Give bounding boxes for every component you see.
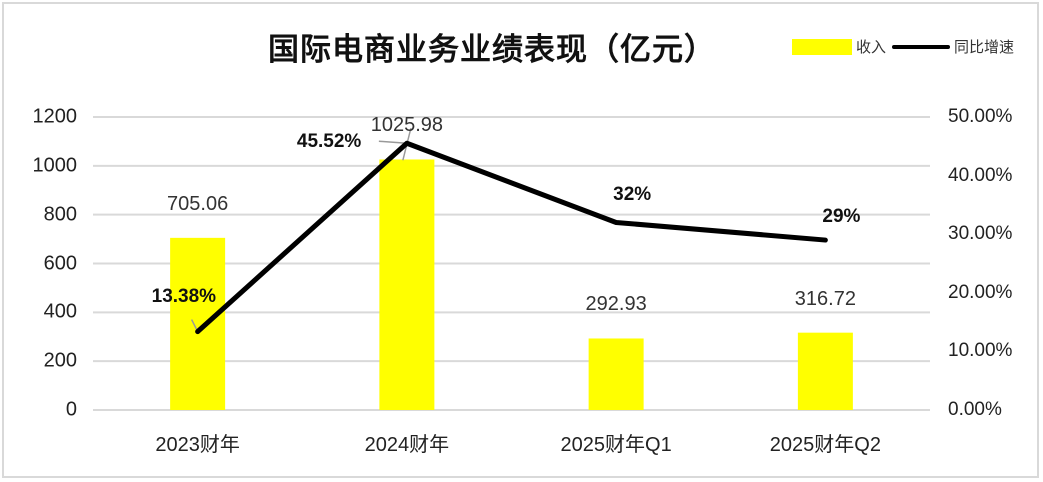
x-tick: 2024财年: [364, 434, 450, 456]
x-tick: 2025财年Q1: [560, 434, 672, 456]
y-left-tick: 0: [65, 398, 77, 421]
legend-line-label: 同比增速: [954, 39, 1015, 56]
bar-value-label: 705.06: [167, 192, 229, 215]
legend-bar-swatch-icon: [792, 38, 852, 55]
growth-value-label: 45.52%: [296, 131, 362, 153]
revenue-bar: [588, 338, 644, 410]
x-tick: 2025财年Q2: [769, 434, 881, 456]
y-right-tick: 0.00%: [948, 399, 1002, 420]
gridlines: [93, 116, 930, 411]
revenue-bar: [170, 237, 226, 410]
legend: 收入 同比增速: [792, 36, 1014, 57]
revenue-bar: [797, 332, 853, 410]
y-right-tick: 40.00%: [948, 164, 1013, 186]
growth-value-label: 29%: [822, 206, 861, 228]
leader-line: [378, 140, 407, 145]
y-left-tick: 800: [43, 203, 77, 226]
y-left-tick: 1000: [32, 154, 78, 177]
bar-value-label: 292.93: [585, 293, 647, 316]
growth-line: [190, 128, 828, 335]
legend-bar-label: 收入: [856, 39, 887, 56]
legend-line-swatch-icon: [892, 44, 951, 49]
y-right-tick: 50.00%: [948, 106, 1013, 127]
revenue-bar: [379, 159, 435, 410]
y-right-tick: 30.00%: [948, 223, 1013, 245]
y-right-tick: 20.00%: [948, 281, 1013, 303]
bars: [170, 159, 853, 410]
y-left-tick: 600: [43, 252, 77, 274]
chart-title: 国际电商业务业绩表现（亿元）: [268, 32, 716, 67]
x-tick: 2023财年: [155, 434, 240, 456]
y-right-tick: 10.00%: [948, 340, 1013, 362]
bar-value-label: 1025.98: [370, 114, 444, 137]
y-left-tick: 200: [43, 349, 77, 372]
growth-value-label: 13.38%: [151, 285, 217, 307]
y-left-tick: 400: [43, 300, 77, 323]
growth-value-label: 32%: [613, 184, 652, 206]
growth-polyline: [195, 140, 828, 335]
y-left-tick: 1200: [32, 105, 78, 128]
bar-value-label: 316.72: [794, 287, 856, 310]
